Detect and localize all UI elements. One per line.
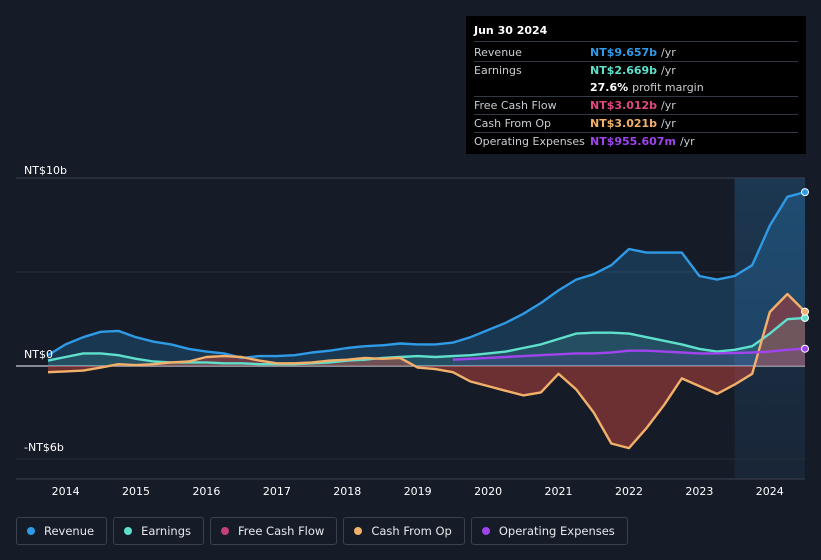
tooltip-label: Revenue (474, 46, 522, 59)
x-axis-tick-label: 2016 (192, 485, 220, 498)
endpoint-operating-expenses (801, 344, 809, 353)
tooltip-unit: /yr (661, 99, 676, 112)
tooltip-label: Operating Expenses (474, 135, 585, 148)
y-axis-label: NT$10b (24, 164, 67, 177)
x-axis-tick-label: 2014 (52, 485, 80, 498)
x-axis-tick-label: 2022 (615, 485, 643, 498)
tooltip-row-cash-from-op: Cash From Op NT$3.021b /yr (474, 115, 798, 133)
legend-item-free-cash-flow[interactable]: Free Cash Flow (210, 517, 338, 545)
y-axis-label: -NT$6b (24, 441, 64, 454)
tooltip-date: Jun 30 2024 (474, 24, 798, 42)
area-free-cash-flow (48, 294, 805, 449)
tooltip-row-revenue: Revenue NT$9.657b /yr (474, 44, 798, 62)
tooltip-unit: /yr (661, 64, 676, 77)
legend-dot-icon (221, 527, 229, 535)
tooltip-unit: /yr (661, 117, 676, 130)
tooltip-label: Earnings (474, 64, 522, 77)
area-earnings (48, 317, 805, 366)
line-cash-from-op (47, 292, 806, 450)
tooltip-unit: /yr (661, 46, 676, 59)
tooltip-label: Free Cash Flow (474, 99, 557, 112)
tooltip-value: NT$3.012b (590, 99, 658, 112)
tooltip-value: NT$2.669b (590, 64, 658, 77)
tooltip-label: Cash From Op (474, 117, 552, 130)
tooltip-panel: Jun 30 2024 Revenue NT$9.657b /yr Earnin… (466, 16, 806, 154)
legend-dot-icon (27, 527, 35, 535)
legend-dot-icon (354, 527, 363, 535)
x-axis-tick-label: 2019 (404, 485, 432, 498)
tooltip-value: 27.6% (590, 81, 629, 94)
x-axis-tick-label: 2020 (474, 485, 502, 498)
y-axis-label: NT$0 (24, 348, 53, 361)
x-axis-tick-label: 2023 (685, 485, 713, 498)
legend-item-revenue[interactable]: Revenue (16, 517, 108, 545)
x-axis-tick-label: 2021 (545, 485, 573, 498)
legend-item-cash-from-op[interactable]: Cash From Op (343, 517, 465, 545)
area-operating-expenses (452, 348, 805, 366)
x-axis-tick-label: 2015 (122, 485, 150, 498)
tooltip-row-free-cash-flow: Free Cash Flow NT$3.012b /yr (474, 97, 798, 115)
tooltip-unit: profit margin (632, 81, 704, 94)
tooltip-value: NT$9.657b (590, 46, 658, 59)
line-operating-expenses (452, 347, 806, 361)
legend-item-earnings[interactable]: Earnings (113, 517, 204, 545)
line-revenue (47, 190, 806, 360)
legend-label: Operating Expenses (498, 524, 615, 538)
legend-item-operating-expenses[interactable]: Operating Expenses (470, 517, 628, 545)
endpoint-cash-from-op (801, 307, 809, 316)
tooltip-row-earnings: Earnings NT$2.669b /yr (474, 62, 798, 79)
legend-label: Earnings (141, 524, 191, 538)
chart-legend: Revenue Earnings Free Cash Flow Cash Fro… (16, 517, 628, 545)
legend-label: Cash From Op (371, 524, 452, 538)
endpoint-revenue (801, 188, 809, 197)
legend-dot-icon (481, 527, 490, 535)
area-revenue (48, 192, 805, 366)
x-axis-tick-label: 2017 (263, 485, 291, 498)
tooltip-unit: /yr (679, 135, 695, 148)
x-axis-tick-label: 2024 (756, 485, 784, 498)
legend-dot-icon (124, 527, 133, 535)
legend-label: Revenue (44, 524, 95, 538)
tooltip-row-operating-expenses: Operating Expenses NT$955.607m /yr (474, 133, 798, 150)
chart-canvas: NT$10b NT$0 -NT$6b 2014 2015 2016 2017 2018 2019… (16, 164, 809, 498)
tooltip-value: NT$955.607m (590, 135, 676, 148)
legend-label: Free Cash Flow (238, 524, 325, 538)
tooltip-row-profit-margin: 27.6% profit margin (474, 79, 798, 97)
x-axis-tick-label: 2018 (333, 485, 361, 498)
area-cash-from-op (48, 294, 805, 449)
tooltip-value: NT$3.021b (590, 117, 658, 130)
